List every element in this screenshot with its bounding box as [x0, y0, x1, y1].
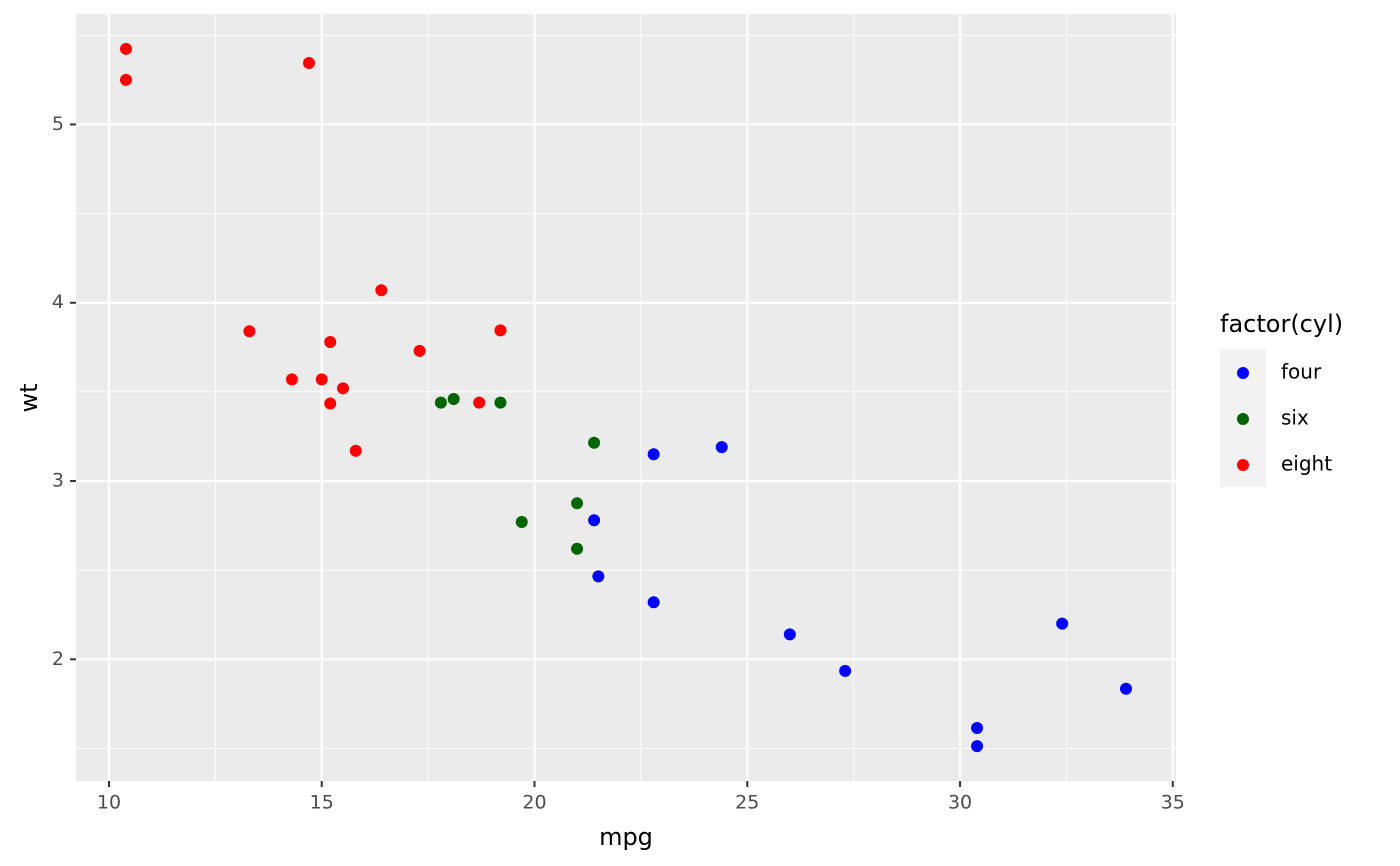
point: [494, 324, 507, 337]
point: [324, 335, 337, 348]
point: [839, 664, 852, 677]
point: [1056, 617, 1069, 630]
point: [434, 396, 447, 409]
point: [413, 344, 426, 357]
point: [515, 516, 528, 529]
y-tick-label: 3: [52, 470, 64, 492]
point: [588, 514, 601, 527]
point: [1120, 682, 1132, 695]
point: [324, 397, 337, 410]
legend-key: [1237, 459, 1249, 471]
point: [120, 42, 132, 55]
point: [571, 542, 584, 555]
point: [243, 325, 256, 338]
point: [971, 740, 984, 753]
y-axis-title: wt: [15, 383, 43, 412]
point: [349, 444, 362, 457]
point: [647, 448, 660, 461]
point: [473, 396, 486, 409]
point: [375, 284, 388, 297]
point: [647, 596, 660, 609]
x-tick-label: 25: [735, 792, 759, 814]
legend-title: factor(cyl): [1220, 310, 1343, 338]
y-tick-label: 4: [52, 291, 64, 313]
point: [592, 570, 605, 583]
point: [315, 373, 328, 386]
legend-label: eight: [1281, 452, 1332, 476]
y-tick-label: 2: [52, 648, 64, 670]
point: [571, 497, 584, 510]
point: [588, 436, 601, 449]
x-tick-label: 20: [522, 792, 546, 814]
point: [494, 396, 507, 409]
point: [337, 382, 350, 395]
legend-key: [1237, 367, 1249, 379]
legend-label: six: [1281, 406, 1309, 430]
point: [120, 73, 132, 86]
legend-label: four: [1281, 360, 1322, 384]
x-tick-label: 30: [948, 792, 972, 814]
x-tick-label: 15: [310, 792, 334, 814]
x-tick-label: 10: [97, 792, 121, 814]
y-tick-label: 5: [52, 113, 64, 135]
point: [715, 441, 728, 454]
point: [447, 393, 460, 406]
point: [783, 628, 796, 641]
point: [971, 721, 984, 734]
point: [302, 56, 315, 69]
x-tick-label: 35: [1161, 792, 1185, 814]
panel-background: [76, 14, 1176, 781]
x-axis-title: mpg: [599, 823, 653, 851]
legend-key: [1237, 413, 1249, 425]
point: [285, 373, 298, 386]
